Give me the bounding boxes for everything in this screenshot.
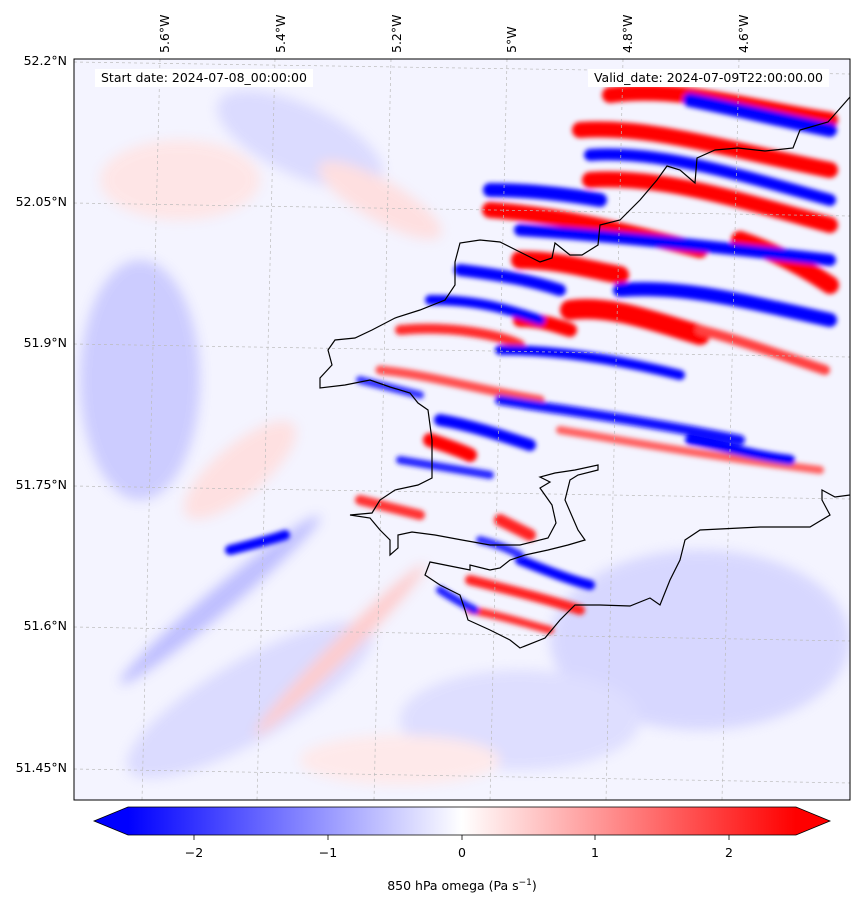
colorbar-extend-min	[94, 807, 128, 835]
map-frame	[73, 58, 851, 801]
lat-tick-label: 52.05°N	[16, 194, 67, 209]
lon-tick-labels: 5.6°W 5.4°W 5.2°W 5°W 4.8°W 4.6°W	[157, 15, 751, 54]
map-plot-area	[74, 59, 850, 800]
coastline	[319, 96, 850, 649]
lat-tick-labels: 52.2°N 52.05°N 51.9°N 51.75°N 51.6°N 51.…	[16, 53, 67, 775]
colorbar-title-suffix: )	[531, 878, 537, 894]
colorbar-tick-label: 0	[458, 845, 466, 860]
colorbar-title-exponent: −1	[518, 878, 532, 888]
colorbar-gradient	[128, 807, 796, 835]
lat-tick-label: 51.75°N	[16, 477, 67, 492]
colorbar-tick-label: 2	[725, 845, 733, 860]
colorbar-tick-label: −2	[185, 845, 203, 860]
lon-tick-label: 5°W	[504, 26, 519, 53]
lat-tick-label: 51.45°N	[16, 760, 67, 775]
valid-date-label: Valid_date: 2024-07-09T22:00:00.00	[587, 69, 829, 87]
omega-field-background	[80, 90, 850, 785]
lat-tick-label: 52.2°N	[24, 53, 67, 68]
lon-tick-label: 5.6°W	[157, 15, 172, 54]
lon-tick-label: 5.4°W	[273, 15, 288, 54]
colorbar-tick-marks	[193, 835, 730, 840]
lon-tick-label: 5.2°W	[389, 15, 404, 54]
colorbar-tick-label: −1	[319, 845, 337, 860]
start-date-label: Start date: 2024-07-08_00:00:00	[95, 69, 313, 87]
colorbar-title-prefix: 850 hPa omega (Pa s	[387, 878, 519, 894]
lat-tick-label: 51.6°N	[24, 618, 67, 633]
colorbar-extend-max	[796, 807, 830, 835]
colorbar-tick-label: 1	[591, 845, 599, 860]
omega-wave-bands	[225, 84, 839, 634]
colorbar: −2 −1 0 1 2	[92, 806, 832, 860]
colorbar-title: 850 hPa omega (Pa s−1)	[0, 878, 859, 893]
lon-tick-label: 4.6°W	[736, 15, 751, 54]
lat-tick-label: 51.9°N	[24, 335, 67, 350]
colorbar-outline	[92, 806, 832, 836]
lon-tick-label: 4.8°W	[620, 15, 635, 54]
